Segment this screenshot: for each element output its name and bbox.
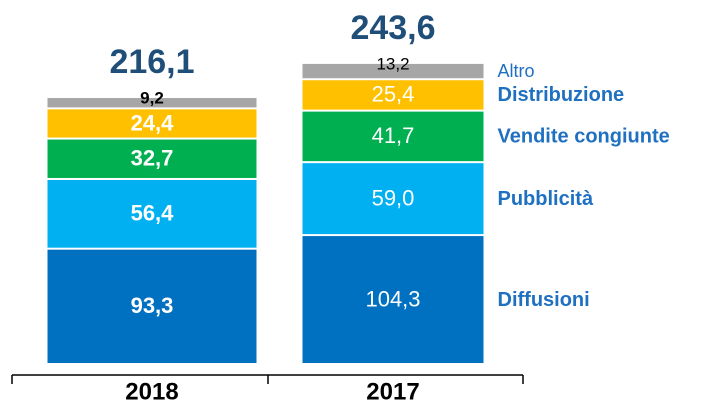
total-label: 243,6 [350,9,435,47]
data-label: 9,2 [140,89,164,108]
bar-segment [47,109,257,138]
x-tick-label: 2017 [366,378,419,405]
bar-segment [47,179,257,248]
legend-label: Vendite congiunte [498,126,670,148]
data-label: 25,4 [372,82,415,107]
bar-segment [47,98,257,108]
data-label: 32,7 [131,146,174,171]
x-tick-label: 2018 [125,378,178,405]
bar-segment [302,111,484,162]
bar-segment [302,236,484,363]
bar-segment [302,63,484,79]
data-label: 56,4 [131,201,175,226]
legend-label: Diffusioni [498,289,590,311]
data-label: 104,3 [365,286,420,311]
data-label: 24,4 [131,110,175,135]
bar-segment [47,249,257,363]
bar-segment [302,163,484,235]
data-label: 93,3 [131,293,174,318]
data-label: 13,2 [376,54,409,73]
legend-label: Distribuzione [498,84,625,106]
legend-label: Pubblicità [498,188,594,210]
bar-segment [302,80,484,110]
legend-label: Altro [498,61,535,81]
data-label: 59,0 [372,185,415,210]
bar-segment [47,139,257,178]
data-label: 41,7 [372,123,415,148]
total-label: 216,1 [109,43,194,81]
